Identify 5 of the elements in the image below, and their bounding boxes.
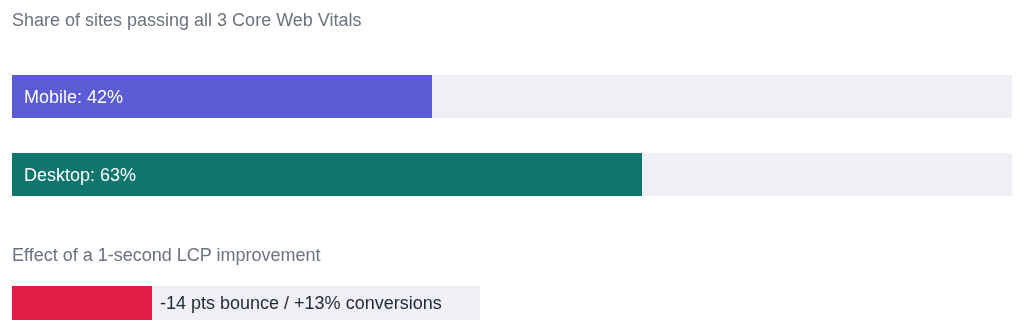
data-label: Desktop: 63% <box>24 164 137 185</box>
data-label: Mobile: 42% <box>24 86 124 107</box>
text: Effect of a 1-second LCP improvement <box>12 245 321 265</box>
chart-title: Share of sites passing all 3 Core Web Vitals <box>12 10 362 30</box>
text: -14 pts bounce / +13% conversions <box>160 293 442 313</box>
